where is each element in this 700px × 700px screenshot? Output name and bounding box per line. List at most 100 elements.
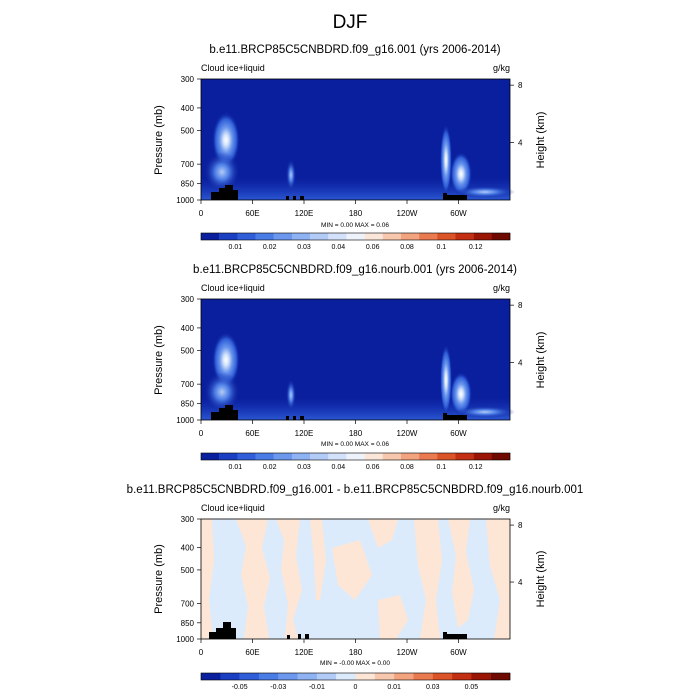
panel-1-units-label: g/kg <box>493 63 510 73</box>
panel-1-y-label: Pressure (mb) <box>153 105 165 175</box>
y2-tick-label: 8 <box>518 301 523 310</box>
colorbar-swatch <box>255 233 274 240</box>
y-tick-label: 500 <box>181 126 195 135</box>
colorbar-label: 0.04 <box>332 244 346 251</box>
colorbar-frame <box>200 232 511 241</box>
panel-2-y-label: Pressure (mb) <box>153 325 165 395</box>
y-tick-label: 300 <box>181 75 195 84</box>
colorbar-swatch <box>355 673 376 680</box>
y-tick-label: 850 <box>181 180 195 189</box>
colorbar-label: 0.06 <box>366 464 380 471</box>
y-tick-label: 500 <box>181 566 195 575</box>
panel-1-title: b.e11.BRCP85C5CNBDRD.f09_g16.001 (yrs 20… <box>209 44 500 56</box>
colorbar-label: 0.1 <box>436 244 446 251</box>
colorbar-label: 0.02 <box>263 244 277 251</box>
colorbar-swatch <box>237 233 256 240</box>
panel-1-x-axis: 0 60E 120E 180 120W 60W <box>199 200 467 218</box>
x-tick-label: 120W <box>397 209 418 218</box>
panel-3-y-label: Pressure (mb) <box>153 544 165 614</box>
x-tick-label: 60E <box>245 209 259 218</box>
panel-2-variable-label: Cloud ice+liquid <box>201 283 265 293</box>
colorbar-swatch <box>328 453 347 460</box>
y-tick-label: 1000 <box>176 196 194 205</box>
colorbar-swatch <box>237 453 256 460</box>
colorbar-swatch <box>364 233 383 240</box>
panel-2-stats: MIN = 0.00 MAX = 0.06 <box>321 441 389 448</box>
panel-2-cloud-feature-indonesia <box>286 379 296 411</box>
panel-2-y2-label: Height (km) <box>535 332 547 389</box>
panel-2-y2-axis: 84 <box>510 301 523 368</box>
x-tick-label: 120W <box>397 648 418 657</box>
colorbar-swatch <box>239 673 260 680</box>
x-tick-label: 120W <box>397 429 418 438</box>
y2-tick-label: 8 <box>518 521 523 530</box>
colorbar-swatch <box>491 453 511 460</box>
x-tick-label: 60W <box>450 429 467 438</box>
colorbar-label: 0.01 <box>229 464 243 471</box>
colorbar-swatch <box>432 673 453 680</box>
colorbar-swatch <box>455 453 474 460</box>
x-tick-label: 0 <box>199 209 204 218</box>
colorbar-swatch <box>400 453 420 460</box>
panel-2-shading <box>201 332 515 420</box>
panel-3-land-mask <box>209 622 467 639</box>
panel-3-x-axis: 0 60E 120E 180 120W 60W <box>199 639 467 657</box>
panel-2-land-mask <box>211 405 467 420</box>
x-tick-label: 120E <box>295 209 314 218</box>
colorbar-swatch <box>382 233 402 240</box>
colorbar-swatch <box>291 233 311 240</box>
colorbar-swatch <box>336 673 356 680</box>
colorbar-label: 0.08 <box>400 464 414 471</box>
page-title: DJF <box>332 12 368 33</box>
y-tick-label: 1000 <box>176 635 194 644</box>
colorbar-swatch <box>219 453 238 460</box>
panel-1-lowlevel-band <box>201 178 510 200</box>
panel-2-cloud-feature-samerica-2 <box>450 372 472 416</box>
y2-tick-label: 4 <box>518 578 523 587</box>
y-tick-label: 700 <box>181 380 195 389</box>
colorbar-swatch <box>328 233 347 240</box>
panel-3-y2-axis: 84 <box>510 521 523 587</box>
colorbar-swatch <box>491 233 511 240</box>
colorbar-swatch <box>316 673 337 680</box>
y2-tick-label: 8 <box>518 81 523 90</box>
colorbar-label: 0.08 <box>400 244 414 251</box>
panel-2: b.e11.BRCP85C5CNBDRD.f09_g16.nourb.001 (… <box>153 264 547 471</box>
x-tick-label: 60W <box>450 209 467 218</box>
panel-1-y2-label: Height (km) <box>535 112 547 169</box>
panel-2-colorbar: 0.01 0.02 0.03 0.04 0.06 0.08 0.1 0.12 <box>200 452 511 471</box>
colorbar-swatch <box>346 233 365 240</box>
colorbar-label: -0.05 <box>232 684 248 691</box>
y-tick-label: 1000 <box>176 416 194 425</box>
y-tick-label: 850 <box>181 619 195 628</box>
colorbar-swatch <box>374 673 395 680</box>
colorbar-swatch <box>437 453 456 460</box>
y-tick-label: 400 <box>181 544 195 553</box>
y-tick-label: 700 <box>181 599 195 608</box>
panel-1-stats: MIN = 0.00 MAX = 0.06 <box>321 222 389 229</box>
panel-1-variable-label: Cloud ice+liquid <box>201 63 265 73</box>
colorbar-label: 0 <box>354 684 358 691</box>
x-tick-label: 180 <box>349 648 363 657</box>
y2-tick-label: 4 <box>518 139 523 148</box>
panel-1-cloud-feature-africa-base <box>204 152 240 192</box>
colorbar-swatch <box>273 233 293 240</box>
colorbar-swatch <box>201 453 220 460</box>
colorbar-swatch <box>278 673 298 680</box>
colorbar-swatch <box>220 673 240 680</box>
colorbar-label: 0.1 <box>436 464 446 471</box>
colorbar-swatch <box>473 453 493 460</box>
colorbar-swatch <box>473 233 493 240</box>
colorbar-swatch <box>419 453 438 460</box>
panel-2-lowlevel-band <box>201 398 510 420</box>
panel-1-colorbar: 0.01 0.02 0.03 0.04 0.06 0.08 0.1 0.12 <box>200 232 511 251</box>
x-tick-label: 120E <box>295 648 314 657</box>
panel-1-shading <box>201 112 515 200</box>
colorbar-swatch <box>273 453 293 460</box>
colorbar-swatch <box>291 453 311 460</box>
x-tick-label: 0 <box>199 648 204 657</box>
panel-2-title: b.e11.BRCP85C5CNBDRD.f09_g16.nourb.001 (… <box>193 264 517 276</box>
colorbar-swatch <box>255 453 274 460</box>
colorbar-swatch <box>455 233 474 240</box>
colorbar-swatch <box>258 673 279 680</box>
